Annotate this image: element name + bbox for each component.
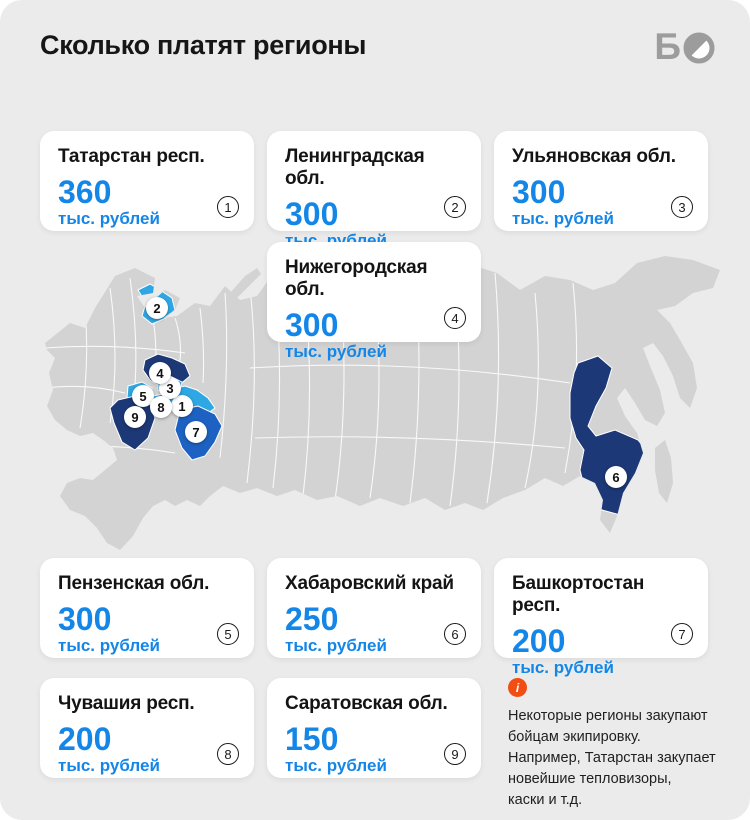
logo: Б (654, 28, 716, 65)
footnote-line: Некоторые регионы закупают (508, 708, 708, 724)
card-title: Чувашия респ. (58, 693, 195, 714)
map-marker-1: 1 (171, 395, 193, 417)
map-island-novaya-zemlya (230, 268, 261, 300)
card-value: 300 (512, 174, 566, 210)
card-title: Хабаровский край (285, 573, 454, 594)
map-marker-label: 3 (166, 380, 174, 396)
card-number-badge: 4 (444, 307, 466, 329)
footnote: i Некоторые регионы закупают бойцам экип… (508, 678, 720, 811)
info-icon: i (508, 678, 527, 697)
card-title: Татарстан респ. (58, 146, 205, 167)
region-card-penzenskaya: Пензенская обл. 300 тыс. рублей 5 (40, 558, 254, 658)
card-unit: тыс. рублей (58, 208, 160, 228)
card-value: 250 (285, 601, 339, 637)
card-number-badge: 3 (671, 196, 693, 218)
card-value: 200 (58, 721, 112, 757)
region-card-bashkortostan: Башкортостан респ. 200 тыс. рублей 7 (494, 558, 708, 676)
map-marker-9: 9 (124, 406, 146, 428)
map-marker-label: 8 (157, 399, 165, 415)
map-marker-7: 7 (185, 421, 207, 443)
card-number-badge: 1 (217, 196, 239, 218)
card-unit: тыс. рублей (285, 755, 387, 775)
footnote-line: Например, Татарстан закупает (508, 750, 716, 766)
card-title: Башкортостан респ. (512, 573, 645, 616)
footnote-line: новейшие тепловизоры, (508, 771, 672, 787)
card-title: Нижегородская обл. (285, 257, 428, 300)
map-marker-label: 2 (153, 300, 161, 316)
card-title: Ульяновская обл. (512, 146, 676, 167)
card-number-badge: 8 (217, 743, 239, 765)
region-card-nizhegorodskaya: Нижегородская обл. 300 тыс. рублей 4 (267, 242, 481, 360)
map-marker-4: 4 (149, 362, 171, 384)
card-value: 200 (512, 623, 566, 659)
card-value: 300 (285, 307, 339, 343)
footnote-line: бойцам экипировку. (508, 729, 641, 745)
region-card-khabarovsky: Хабаровский край 250 тыс. рублей 6 (267, 558, 481, 658)
card-number-badge: 5 (217, 623, 239, 645)
map-marker-2: 2 (146, 297, 168, 319)
card-unit: тыс. рублей (285, 341, 387, 361)
map-marker-label: 7 (192, 424, 200, 440)
map-marker-label: 9 (131, 409, 139, 425)
card-unit: тыс. рублей (285, 635, 387, 655)
card-unit: тыс. рублей (58, 635, 160, 655)
map-marker-8: 8 (150, 396, 172, 418)
footnote-line: каски и т.д. (508, 792, 583, 808)
card-number-badge: 6 (444, 623, 466, 645)
region-card-leningradskaya: Ленинградская обл. 300 тыс. рублей 2 (267, 131, 481, 249)
map-marker-6: 6 (605, 466, 627, 488)
region-card-ulyanovskaya: Ульяновская обл. 300 тыс. рублей 3 (494, 131, 708, 231)
card-title: Ленинградская обл. (285, 146, 425, 189)
region-card-chuvashia: Чувашия респ. 200 тыс. рублей 8 (40, 678, 254, 778)
map-marker-label: 4 (156, 365, 164, 381)
map-marker-5: 5 (132, 385, 154, 407)
card-value: 150 (285, 721, 339, 757)
logo-letter: Б (654, 26, 681, 67)
map-marker-label: 6 (612, 469, 620, 485)
card-value: 360 (58, 174, 112, 210)
card-unit: тыс. рублей (512, 208, 614, 228)
clock-icon (683, 32, 715, 63)
card-number-badge: 9 (444, 743, 466, 765)
card-value: 300 (58, 601, 112, 637)
map-landmass (45, 256, 720, 550)
card-value: 300 (285, 196, 339, 232)
map-marker-label: 5 (139, 388, 147, 404)
card-title: Пензенская обл. (58, 573, 210, 594)
card-unit: тыс. рублей (512, 657, 614, 677)
card-number-badge: 2 (444, 196, 466, 218)
map-marker-label: 1 (178, 398, 186, 414)
card-number-badge: 7 (671, 623, 693, 645)
map-island-sakhalin (655, 440, 673, 503)
region-card-tatarstan: Татарстан респ. 360 тыс. рублей 1 (40, 131, 254, 231)
card-unit: тыс. рублей (58, 755, 160, 775)
region-card-saratovskaya: Саратовская обл. 150 тыс. рублей 9 (267, 678, 481, 778)
page-title: Сколько платят регионы (40, 30, 367, 60)
card-title: Саратовская обл. (285, 693, 448, 714)
